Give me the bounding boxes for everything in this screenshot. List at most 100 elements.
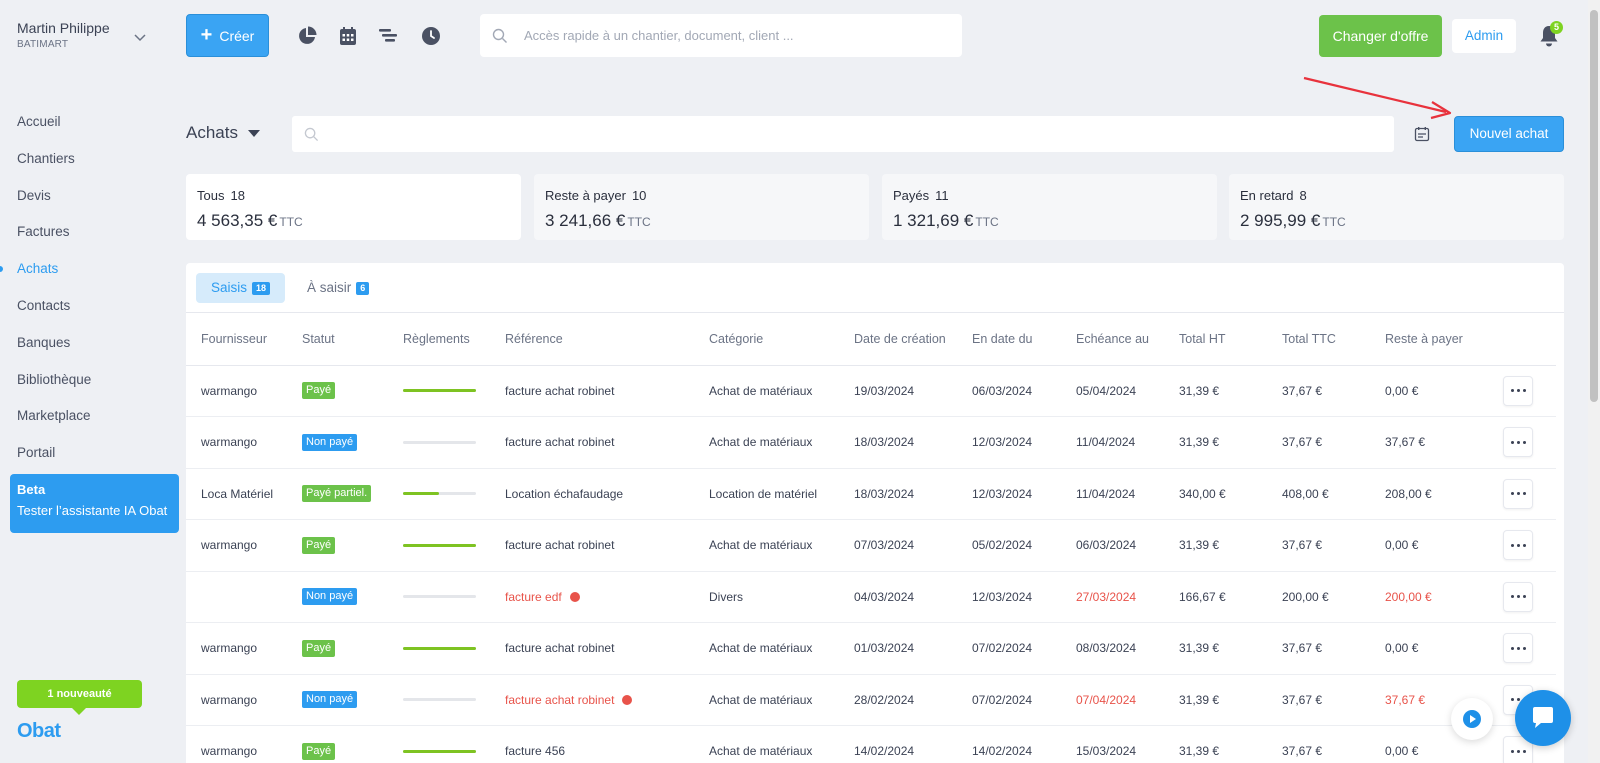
column-header[interactable]: Total TTC bbox=[1267, 314, 1370, 366]
summary-card[interactable]: En retard 8 2 995,99 € TTC bbox=[1229, 174, 1564, 240]
column-header[interactable]: En date du bbox=[957, 314, 1061, 366]
cell-remaining: 0,00 € bbox=[1370, 622, 1488, 675]
row-more-button[interactable] bbox=[1503, 581, 1533, 612]
row-more-button[interactable] bbox=[1503, 530, 1533, 561]
sidebar-item-contacts[interactable]: Contacts bbox=[17, 297, 71, 313]
cell-date: 07/02/2024 bbox=[957, 674, 1061, 726]
tab-label: À saisir bbox=[307, 280, 352, 295]
summary-label: En retard bbox=[1240, 188, 1294, 203]
row-more-button[interactable] bbox=[1503, 427, 1533, 458]
reference-text: facture 456 bbox=[505, 744, 566, 759]
summary-card-amount: 3 241,66 € TTC bbox=[545, 211, 858, 231]
column-header[interactable]: Echéance au bbox=[1061, 314, 1164, 366]
cell-reference: facture achat robinet bbox=[490, 674, 694, 726]
sidebar: Martin Philippe BATIMART Accueil Chantier… bbox=[0, 0, 182, 763]
column-header[interactable]: Date de création bbox=[839, 314, 957, 366]
cell-actions bbox=[1488, 622, 1556, 675]
reference-text: Location échafaudage bbox=[505, 486, 624, 501]
cell-actions bbox=[1488, 365, 1556, 417]
table-row[interactable]: warmango Non payé facture achat robinet Ach… bbox=[186, 674, 1556, 726]
summary-card[interactable]: Payés 11 1 321,69 € TTC bbox=[882, 174, 1217, 240]
page-title-dropdown[interactable]: Achats bbox=[186, 123, 260, 143]
cell-date: 12/03/2024 bbox=[957, 468, 1061, 520]
column-header[interactable]: Reste à payer bbox=[1370, 314, 1488, 366]
sidebar-item-accueil[interactable]: Accueil bbox=[17, 114, 61, 129]
date-filter-icon[interactable] bbox=[1414, 126, 1430, 142]
beta-ai-assistant[interactable]: Beta Tester l’assistante IA Obat bbox=[10, 474, 179, 533]
row-more-button[interactable] bbox=[1503, 375, 1533, 406]
column-header[interactable]: Catégorie bbox=[694, 314, 839, 366]
new-purchase-button[interactable]: Nouvel achat bbox=[1454, 116, 1564, 152]
summary-card[interactable]: Reste à payer 10 3 241,66 € TTC bbox=[534, 174, 869, 240]
cell-category: Divers bbox=[694, 571, 839, 623]
cell-supplier: warmango bbox=[186, 622, 287, 675]
cell-reference: facture achat robinet bbox=[490, 622, 694, 675]
cell-created: 04/03/2024 bbox=[839, 571, 957, 623]
cell-actions bbox=[1488, 468, 1556, 520]
sidebar-item-achats[interactable]: Achats bbox=[0, 257, 182, 294]
column-header[interactable]: Référence bbox=[490, 314, 694, 366]
sidebar-item-bibliotheque[interactable]: Bibliothèque bbox=[17, 371, 92, 387]
dot-icon bbox=[1522, 595, 1526, 599]
summary-card-amount: 4 563,35 € TTC bbox=[197, 211, 510, 231]
quick-search-input[interactable] bbox=[524, 28, 954, 43]
sidebar-item-chantiers[interactable]: Chantiers bbox=[17, 150, 75, 166]
sidebar-item-banques[interactable]: Banques bbox=[17, 334, 71, 350]
news-badge[interactable]: 1 nouveauté bbox=[17, 680, 142, 715]
table-row[interactable]: warmango Payé facture achat robinet Achat d… bbox=[186, 622, 1556, 675]
table-row[interactable]: warmango Payé facture achat robinet Achat d… bbox=[186, 519, 1556, 572]
row-more-button[interactable] bbox=[1503, 633, 1533, 664]
row-more-button[interactable] bbox=[1503, 478, 1533, 509]
cell-reference: facture achat robinet bbox=[490, 365, 694, 417]
table-row[interactable]: warmango Payé facture achat robinet Achat d… bbox=[186, 365, 1556, 417]
admin-button[interactable]: Admin bbox=[1452, 19, 1516, 53]
table-row[interactable]: warmango Non payé facture achat robinet Ach… bbox=[186, 416, 1556, 469]
row-more-button[interactable] bbox=[1503, 736, 1533, 763]
table-row[interactable]: warmango Payé facture 456 Achat de matériau… bbox=[186, 725, 1556, 763]
clock-icon[interactable] bbox=[421, 26, 441, 46]
cell-reference: facture achat robinet bbox=[490, 519, 694, 572]
tab-saisis[interactable]: Saisis 18 bbox=[196, 273, 286, 303]
user-switcher[interactable]: Martin Philippe BATIMART bbox=[17, 20, 157, 50]
pie-chart-icon[interactable] bbox=[297, 26, 317, 46]
video-play-button[interactable] bbox=[1451, 698, 1493, 740]
cell-status: Payé bbox=[287, 622, 388, 675]
payment-progress-fill bbox=[403, 389, 476, 393]
sidebar-item-portail[interactable]: Portail bbox=[17, 445, 56, 461]
sidebar-item-marketplace[interactable]: Marketplace bbox=[17, 408, 91, 424]
chat-button[interactable] bbox=[1515, 690, 1571, 746]
chat-icon bbox=[1533, 707, 1553, 728]
dot-icon bbox=[1510, 595, 1514, 599]
list-search bbox=[292, 116, 1394, 152]
create-button[interactable]: + Créer bbox=[186, 14, 269, 57]
list-search-input[interactable] bbox=[327, 126, 1377, 142]
cell-payments bbox=[388, 468, 490, 520]
status-badge: Payé bbox=[302, 639, 336, 657]
scroll-thumb[interactable] bbox=[1590, 10, 1598, 402]
column-header[interactable]: Total HT bbox=[1164, 314, 1267, 366]
cell-supplier: warmango bbox=[186, 365, 287, 417]
summary-label: Reste à payer bbox=[545, 188, 626, 203]
sidebar-item-devis[interactable]: Devis bbox=[17, 187, 51, 203]
cell-category: Achat de matériaux bbox=[694, 622, 839, 675]
gantt-icon[interactable] bbox=[378, 26, 398, 46]
table-row[interactable]: Loca Matériel Payé partiel. Location échaf… bbox=[186, 468, 1556, 520]
column-header[interactable]: Règlements bbox=[388, 314, 490, 366]
calendar-icon[interactable] bbox=[338, 26, 358, 46]
column-header[interactable]: Statut bbox=[287, 314, 388, 366]
summary-card[interactable]: Tous 18 4 563,35 € TTC bbox=[186, 174, 521, 240]
column-header[interactable]: Fournisseur bbox=[186, 314, 287, 366]
cell-date: 06/03/2024 bbox=[957, 365, 1061, 417]
chevron-down-icon[interactable] bbox=[133, 30, 147, 44]
late-dot-icon bbox=[569, 591, 580, 602]
change-offer-button[interactable]: Changer d'offre bbox=[1319, 15, 1442, 57]
search-icon bbox=[304, 127, 319, 141]
scrollbar[interactable] bbox=[1588, 0, 1600, 763]
tab-a-saisir[interactable]: À saisir 6 bbox=[292, 273, 384, 303]
summary-card-label: Payés 11 bbox=[893, 188, 1206, 203]
beta-title: Beta bbox=[17, 482, 46, 497]
table-row[interactable]: Non payé facture edf Divers 04/03/2024 12/03… bbox=[186, 571, 1556, 623]
sidebar-item-factures[interactable]: Factures bbox=[17, 224, 70, 240]
dot-icon bbox=[1516, 698, 1520, 702]
summary-card-label: Reste à payer 10 bbox=[545, 188, 858, 203]
